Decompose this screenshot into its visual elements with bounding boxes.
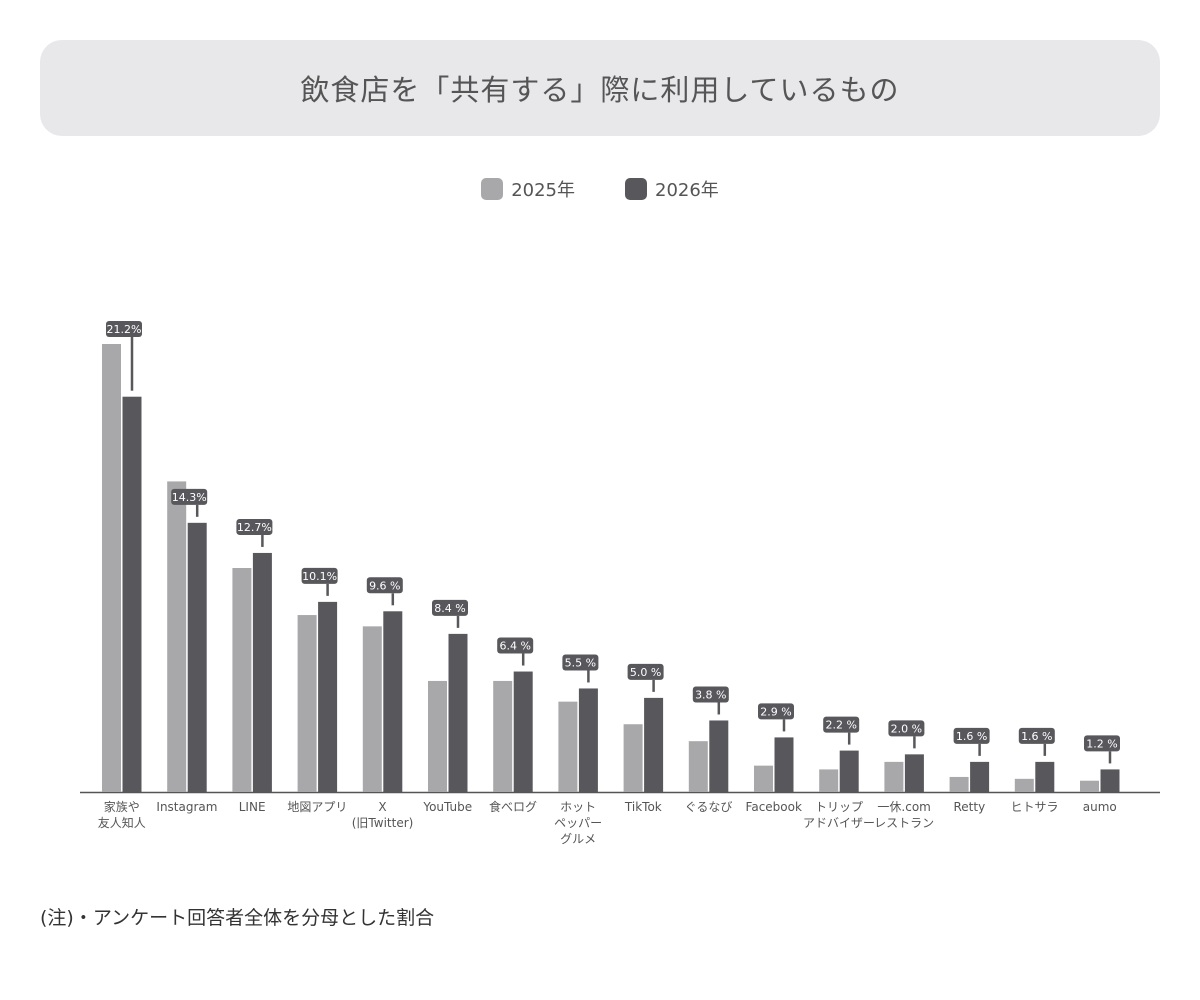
x-tick-label: ぐるなび bbox=[685, 800, 733, 814]
chart-title: 飲食店を「共有する」際に利用しているもの bbox=[300, 73, 900, 107]
data-label-2026: 21.2% bbox=[107, 323, 142, 336]
x-tick-label: 食べログ bbox=[489, 799, 537, 814]
callout-box bbox=[953, 727, 990, 744]
bar-2026 bbox=[1035, 761, 1055, 792]
bar-2025 bbox=[819, 769, 839, 792]
bar-2026 bbox=[709, 720, 729, 792]
callout-box bbox=[236, 518, 273, 535]
bar-2025 bbox=[232, 568, 252, 792]
callout-box bbox=[627, 663, 664, 680]
bar-2025 bbox=[949, 776, 969, 792]
x-tick-label: ヒトサラ bbox=[1011, 800, 1059, 814]
legend-label-2026: 2026年 bbox=[655, 180, 719, 201]
bar-2026 bbox=[644, 697, 664, 792]
callout-box bbox=[758, 703, 794, 720]
footnote: (注)・アンケート回答者全体を分母とした割合 bbox=[40, 907, 435, 929]
x-tick-label: LINE bbox=[239, 800, 266, 814]
x-tick-label: YouTube bbox=[422, 800, 472, 814]
data-label-2026: 5.0 % bbox=[630, 666, 661, 679]
callout-box bbox=[888, 720, 925, 737]
x-tick-label: X (旧Twitter) bbox=[352, 800, 414, 830]
x-tick-label: ホットペッパーグルメ bbox=[554, 800, 602, 846]
data-label-2026: 5.5 % bbox=[565, 656, 596, 669]
x-tick-label: 家族や友人知人 bbox=[98, 799, 146, 830]
bar-2025 bbox=[362, 626, 382, 792]
bar-2026 bbox=[970, 761, 990, 792]
legend-label-2025: 2025年 bbox=[511, 180, 575, 201]
bar-2026 bbox=[839, 750, 859, 792]
callout-box bbox=[171, 488, 208, 505]
bar-2025 bbox=[1014, 778, 1034, 792]
callout-box bbox=[692, 686, 729, 703]
x-tick-label: 地図アプリ bbox=[287, 800, 347, 814]
bar-2025 bbox=[623, 724, 643, 792]
bar-2025 bbox=[1080, 780, 1099, 792]
data-label-2026: 8.4 % bbox=[434, 602, 465, 615]
bar-2025 bbox=[167, 481, 187, 792]
bar-2026 bbox=[578, 688, 598, 792]
callout-box bbox=[497, 637, 534, 654]
data-label-2026: 3.8 % bbox=[695, 688, 726, 701]
x-tick-label: aumo bbox=[1083, 800, 1117, 814]
bar-2025 bbox=[102, 344, 121, 792]
data-label-2026: 1.6 % bbox=[956, 730, 987, 743]
data-label-2026: 1.6 % bbox=[1021, 730, 1052, 743]
callout-box bbox=[432, 599, 468, 616]
data-label-2026: 1.2 % bbox=[1086, 737, 1117, 750]
bar-2026 bbox=[774, 737, 794, 792]
legend: 2025年 2026年 bbox=[0, 176, 1200, 202]
legend-item-2026: 2026年 bbox=[625, 176, 719, 202]
bar-2026 bbox=[187, 522, 207, 792]
bar-2025 bbox=[754, 765, 773, 792]
legend-swatch-2026 bbox=[625, 178, 647, 200]
x-tick-label: Facebook bbox=[746, 800, 802, 814]
bar-2026 bbox=[252, 552, 272, 792]
data-label-2026: 2.0 % bbox=[891, 722, 922, 735]
callout-box bbox=[1018, 727, 1055, 744]
callout-box bbox=[1084, 735, 1120, 752]
callout-box bbox=[562, 654, 599, 671]
data-label-2026: 6.4 % bbox=[499, 640, 530, 653]
bar-2026 bbox=[318, 601, 338, 792]
data-label-2026: 2.2 % bbox=[825, 719, 856, 732]
callout-box bbox=[301, 567, 338, 584]
x-tick-label: TikTok bbox=[624, 800, 662, 814]
bar-2026 bbox=[1100, 769, 1120, 792]
title-banner: 飲食店を「共有する」際に利用しているもの bbox=[40, 40, 1160, 136]
data-label-2026: 9.6 % bbox=[369, 579, 400, 592]
bar-2026 bbox=[904, 754, 924, 792]
x-tick-label: Retty bbox=[953, 800, 985, 814]
bar-2025 bbox=[428, 680, 447, 792]
data-label-2026: 10.1% bbox=[302, 570, 337, 583]
bar-2026 bbox=[448, 633, 468, 792]
bar-2025 bbox=[688, 741, 708, 792]
bar-2026 bbox=[383, 611, 403, 792]
bar-2025 bbox=[493, 680, 513, 792]
data-label-2026: 14.3% bbox=[172, 491, 207, 504]
bar-2025 bbox=[884, 761, 904, 792]
data-label-2026: 12.7% bbox=[237, 521, 272, 534]
callout-box bbox=[823, 716, 860, 733]
data-label-2026: 2.9 % bbox=[760, 705, 791, 718]
callout-box bbox=[366, 577, 403, 594]
x-tick-label: トリップアドバイザー bbox=[803, 800, 875, 830]
legend-swatch-2025 bbox=[481, 178, 504, 200]
bar-2026 bbox=[513, 671, 533, 792]
legend-item-2025: 2025年 bbox=[481, 176, 575, 202]
bar-2026 bbox=[122, 396, 142, 792]
x-tick-label: Instagram bbox=[156, 800, 217, 814]
bar-2025 bbox=[558, 701, 578, 792]
x-tick-label: 一休.com レストラン bbox=[874, 800, 934, 830]
callout-box bbox=[106, 321, 142, 337]
bar-2025 bbox=[297, 615, 317, 792]
